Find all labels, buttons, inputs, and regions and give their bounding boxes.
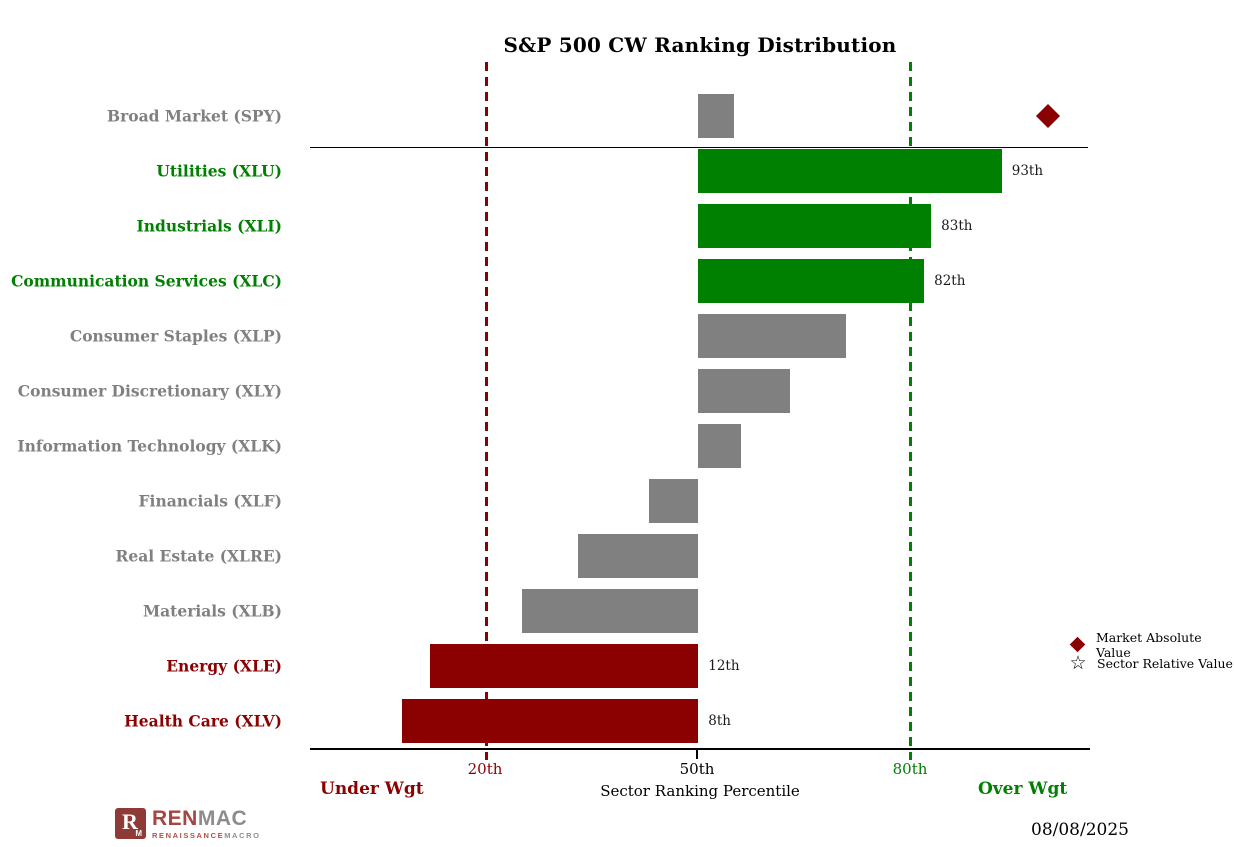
sector-label: Consumer Staples (XLP) [69,326,282,346]
sector-label: Industrials (XLI) [136,216,282,236]
chart-title: S&P 500 CW Ranking Distribution [503,33,897,57]
chart-date: 08/08/2025 [1031,820,1129,840]
logo-wordmark-secondary: MAC [197,807,248,830]
sector-label: Energy (XLE) [166,656,282,676]
sector-label: Materials (XLB) [142,601,282,621]
ranking-bar [698,149,1002,194]
sector-label: Financials (XLF) [138,491,282,511]
legend-item-market-absolute: Market Absolute Value [1066,630,1234,660]
ranking-bar [401,698,699,743]
logo-subtitle-secondary: MACRO [224,831,261,840]
renmac-logo: R M RENMAC RENAISSANCEMACRO [115,808,261,840]
chart-row: Broad Market (SPY) [0,89,1234,144]
x-axis-tick-50 [696,748,698,759]
underweight-threshold-line [484,62,488,760]
legend: Market Absolute Value ☆ Sector Relative … [1066,630,1234,673]
bar-value-label: 82th [934,273,966,290]
ranking-bar [698,423,741,468]
chart-row: Materials (XLB) [0,583,1234,638]
chart-row: Health Care (XLV) 8th [0,693,1234,748]
chart-row: Real Estate (XLRE) [0,528,1234,583]
sector-label: Utilities (XLU) [156,161,282,181]
ranking-bar [698,259,925,304]
bar-rows-container: Broad Market (SPY) Utilities (XLU) 93th Ind… [0,89,1234,748]
x-tick-label-80th: 80th [892,760,928,778]
chart-row: Industrials (XLI) 83th [0,199,1234,254]
star-icon: ☆ [1069,652,1087,674]
chart-row: Information Technology (XLK) [0,419,1234,474]
chart-row: Consumer Staples (XLP) [0,309,1234,364]
renmac-logo-text: RENMAC RENAISSANCEMACRO [152,808,261,840]
sector-label: Broad Market (SPY) [107,106,282,126]
x-tick-label-20th: 20th [467,760,503,778]
ranking-bar [521,588,699,633]
overweight-caption: Over Wgt [978,779,1068,799]
chart-row: Utilities (XLU) 93th [0,144,1234,199]
diamond-icon [1066,636,1089,653]
renmac-logo-mark-icon: R M [115,808,146,839]
bar-value-label: 93th [1011,163,1044,180]
ranking-bar [698,204,932,249]
logo-subtitle-primary: RENAISSANCE [152,831,225,840]
chart-row: Energy (XLE) 12th [0,638,1234,693]
bar-value-label: 8th [708,712,731,729]
ranking-bar [648,478,699,523]
ranking-bar [578,533,699,578]
broad-market-separator-line [310,147,1088,148]
sector-label: Consumer Discretionary (XLY) [17,381,282,401]
x-tick-label-50th: 50th [679,760,715,778]
underweight-caption: Under Wgt [320,779,424,799]
logo-wordmark-primary: REN [152,807,198,830]
x-axis-line [310,748,1090,750]
ranking-bar [698,369,790,414]
chart-row: Communication Services (XLC) 82th [0,254,1234,309]
chart-row: Financials (XLF) [0,473,1234,528]
ranking-bar [430,643,699,688]
chart-row: Consumer Discretionary (XLY) [0,364,1234,419]
legend-label: Market Absolute Value [1095,629,1202,660]
legend-label: Sector Relative Value [1097,656,1233,671]
ranking-bar [698,314,847,359]
legend-item-sector-relative: ☆ Sector Relative Value [1066,654,1234,673]
x-axis-title: Sector Ranking Percentile [600,782,800,800]
overweight-threshold-line [908,62,912,760]
sector-label: Information Technology (XLK) [17,436,282,456]
bar-value-label: 83th [941,218,973,235]
sector-label: Real Estate (XLRE) [115,546,282,566]
sector-label: Communication Services (XLC) [11,271,282,291]
ranking-bar [698,94,734,139]
sector-label: Health Care (XLV) [124,711,282,731]
bar-value-label: 12th [708,657,740,674]
market-absolute-value-diamond-icon [1035,104,1060,129]
